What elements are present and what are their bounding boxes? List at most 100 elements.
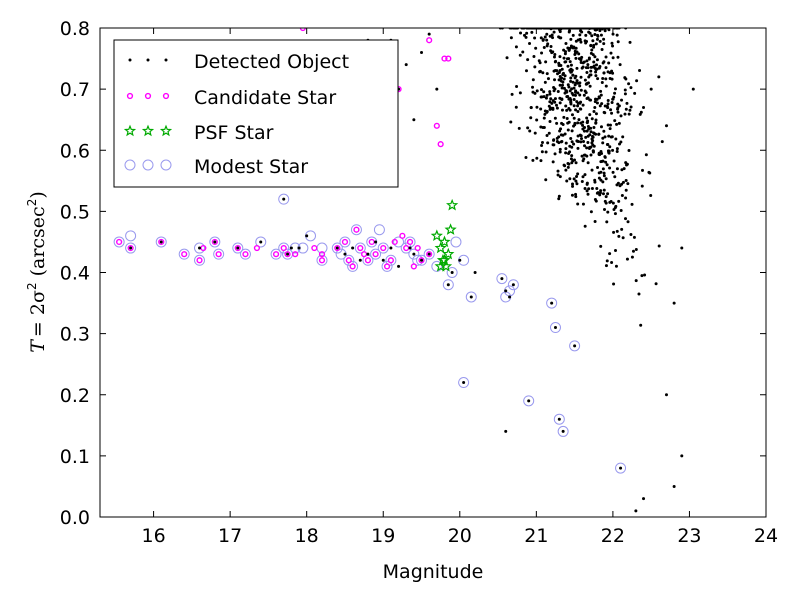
detected-object-point (570, 161, 574, 165)
detected-object-point (575, 139, 579, 143)
detected-object-point (595, 101, 599, 105)
detected-object-point (630, 255, 634, 259)
detected-object-point (585, 116, 589, 120)
detected-object-point (557, 135, 561, 139)
detected-object-point (585, 146, 589, 150)
detected-object-point (626, 182, 630, 186)
detected-object-point (566, 128, 570, 132)
detected-object-point (606, 210, 610, 214)
detected-object-point (562, 115, 566, 119)
detected-object-point (583, 144, 587, 148)
detected-object-point (531, 158, 535, 162)
detected-object-point (533, 131, 537, 135)
detected-object-point (630, 202, 634, 206)
detected-object-point (583, 89, 587, 93)
detected-object-point (594, 118, 598, 122)
y-tick-label: 0.0 (60, 507, 90, 529)
y-axis-label-unit-close: ) (27, 191, 49, 198)
detected-object-point (604, 77, 608, 81)
legend-label-psf-star: PSF Star (194, 122, 274, 144)
detected-object-point (582, 157, 586, 161)
detected-object-point (585, 59, 589, 63)
detected-object-point (548, 119, 552, 123)
detected-object-point (596, 34, 600, 38)
detected-object-point (620, 227, 624, 231)
detected-object-point (575, 79, 579, 83)
detected-object-point (559, 133, 563, 137)
detected-object-point (604, 264, 608, 268)
modest-star-point (546, 297, 558, 309)
candidate-star-point (441, 55, 448, 62)
detected-object-point (577, 118, 581, 122)
modest-star-point (370, 248, 382, 260)
detected-object-point (458, 258, 462, 262)
modest-star-point (507, 279, 519, 291)
detected-object-point (599, 33, 603, 37)
modest-star-point (209, 236, 221, 248)
detected-object-point (568, 96, 572, 100)
detected-object-point (571, 182, 575, 186)
modest-star-point (373, 224, 385, 236)
detected-object-point (680, 246, 684, 250)
detected-object-point (574, 56, 578, 60)
detected-object-point (580, 137, 584, 141)
modest-star-point (278, 193, 290, 205)
detected-object-point (551, 160, 555, 164)
detected-object-point (587, 56, 591, 60)
detected-object-point (625, 257, 629, 261)
detected-object-point (562, 77, 566, 81)
detected-object-point (580, 154, 584, 158)
detected-object-point (563, 52, 567, 56)
detected-object-point (593, 32, 597, 36)
detected-object-point (593, 105, 597, 109)
detected-object-point (586, 96, 590, 100)
detected-object-point (611, 148, 615, 152)
modest-star-point (155, 236, 167, 248)
modest-star-point (255, 236, 267, 248)
detected-object-point (640, 274, 644, 278)
detected-object-point (592, 131, 596, 135)
detected-object-point (627, 149, 631, 153)
detected-object-point (625, 163, 629, 167)
detected-object-point (578, 93, 582, 97)
detected-object-point (553, 152, 557, 156)
detected-object-point (129, 246, 133, 250)
detected-object-point (557, 35, 561, 39)
detected-object-point (551, 99, 555, 103)
detected-object-point (566, 64, 570, 68)
detected-object-point (510, 92, 514, 96)
detected-object-point (610, 260, 614, 264)
detected-object-point (530, 30, 534, 34)
detected-object-point (358, 258, 362, 262)
detected-object-point (592, 110, 596, 114)
modest-star-point (278, 242, 290, 254)
candidate-star-point (234, 244, 241, 252)
detected-object-point (621, 135, 625, 139)
modest-star-point (557, 425, 569, 437)
detected-object-point (641, 168, 645, 172)
detected-object-point (589, 210, 593, 214)
detected-object-point (546, 141, 550, 145)
y-axis-label: T= 2σ2(arcsec2) (25, 191, 49, 353)
detected-object-point (608, 123, 612, 127)
detected-object-point (657, 75, 661, 79)
detected-object-point (613, 212, 617, 216)
detected-object-point (525, 31, 529, 35)
detected-object-point (576, 109, 580, 113)
detected-object-point (640, 184, 644, 188)
detected-object-point (586, 81, 590, 85)
detected-object-point (543, 35, 547, 39)
detected-object-point (589, 51, 593, 55)
detected-object-point (585, 121, 589, 125)
detected-object-point (540, 143, 544, 147)
detected-object-point (594, 42, 598, 46)
y-tick-label: 0.6 (60, 140, 90, 162)
x-tick-label: 19 (371, 525, 395, 547)
detected-object-point (556, 169, 560, 173)
candidate-star-point (437, 141, 444, 148)
detected-object-point (500, 277, 504, 281)
detected-object-point (572, 142, 576, 146)
detected-object-point (563, 74, 567, 78)
detected-object-point (612, 282, 616, 286)
detected-object-point (570, 113, 574, 117)
